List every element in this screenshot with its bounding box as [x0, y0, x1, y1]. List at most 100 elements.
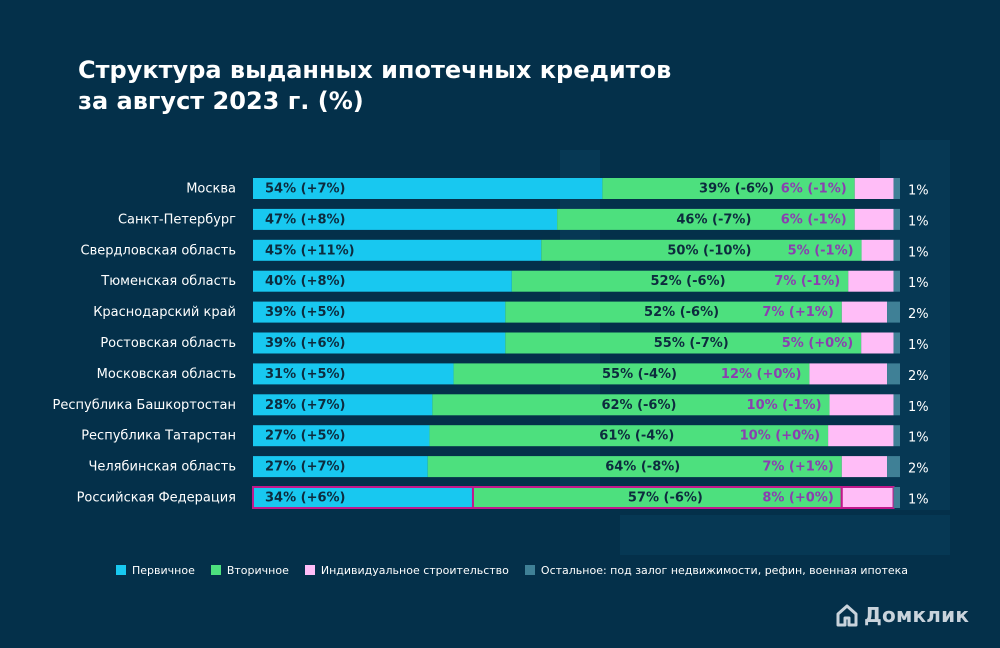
bar-segment-other — [887, 363, 900, 385]
house-icon — [836, 604, 858, 627]
bar-segment-secondary — [453, 363, 810, 385]
bar-segment-primary — [253, 208, 558, 230]
category-label: Российская Федерация — [77, 491, 236, 506]
legend-swatch — [210, 565, 221, 575]
bar-segment-other — [887, 456, 900, 478]
data-label-primary: 40% (+8%) — [265, 274, 346, 289]
data-label-secondary: 46% (-7%) — [676, 212, 751, 227]
legend-label: Первичное — [132, 563, 195, 577]
bar-segment-primary — [253, 363, 454, 385]
bar-segment-individual — [841, 456, 888, 478]
bar-segment-individual — [861, 332, 894, 354]
bar-segment-other — [893, 208, 900, 230]
bar-segment-individual — [854, 208, 894, 230]
bar-segment-primary — [253, 178, 603, 199]
data-label-primary: 47% (+8%) — [265, 212, 346, 227]
category-label: Ростовская область — [100, 336, 236, 351]
category-label: Московская область — [97, 367, 236, 382]
data-label-other: 1% — [908, 214, 929, 229]
title-line-1: Структура выданных ипотечных кредитов — [78, 56, 672, 84]
category-label: Тюменская область — [100, 274, 236, 289]
data-label-secondary: 55% (-7%) — [654, 336, 729, 351]
title-line-2: за август 2023 г. (%) — [78, 87, 364, 115]
bar-segment-other — [893, 178, 900, 199]
bar-segment-primary — [253, 425, 430, 447]
legend-item-secondary: Вторичное — [210, 563, 289, 577]
data-label-individual: 5% (-1%) — [788, 243, 854, 258]
bar-segment-secondary — [511, 270, 849, 292]
data-label-primary: 45% (+11%) — [265, 243, 355, 258]
bar-segment-other — [893, 332, 900, 354]
legend-label: Вторичное — [226, 563, 289, 577]
data-label-primary: 34% (+6%) — [265, 491, 346, 506]
data-label-other: 2% — [908, 462, 929, 477]
data-label-primary: 27% (+5%) — [265, 429, 346, 444]
legend-label: Индивидуальное строительство — [320, 563, 509, 577]
data-label-other: 1% — [908, 338, 929, 353]
data-label-secondary: 61% (-4%) — [599, 429, 674, 444]
bar-segment-secondary — [432, 394, 830, 416]
decor-block — [620, 515, 950, 555]
category-label: Свердловская область — [81, 243, 236, 258]
legend-swatch — [116, 565, 126, 575]
data-label-other: 2% — [908, 307, 929, 322]
data-label-secondary: 57% (-6%) — [628, 491, 703, 506]
bar-segment-individual — [841, 301, 888, 323]
data-label-individual: 8% (+0%) — [762, 491, 833, 506]
data-label-other: 1% — [908, 493, 929, 508]
data-label-individual: 7% (-1%) — [774, 274, 840, 289]
bar-segment-primary — [253, 270, 512, 292]
decor-column — [880, 140, 950, 510]
data-label-individual: 7% (+1%) — [762, 460, 833, 475]
category-label: Санкт-Петербург — [118, 212, 236, 227]
data-label-individual: 6% (-1%) — [781, 182, 847, 197]
bar-segment-other — [887, 301, 900, 323]
bar-segment-other — [893, 239, 900, 261]
data-label-primary: 27% (+7%) — [265, 460, 346, 475]
data-label-secondary: 52% (-6%) — [651, 274, 726, 289]
data-label-secondary: 64% (-8%) — [605, 460, 680, 475]
bar-segment-secondary — [505, 301, 842, 323]
bar-segment-other — [893, 487, 900, 508]
data-label-primary: 31% (+5%) — [265, 367, 346, 382]
legend-item-individual: Индивидуальное строительство — [304, 563, 509, 577]
bar-segment-individual — [840, 486, 895, 509]
bar-segment-primary — [253, 301, 506, 323]
data-label-secondary: 39% (-6%) — [699, 182, 774, 197]
bar-segment-secondary — [602, 178, 855, 199]
data-label-other: 1% — [908, 184, 929, 199]
bar-segment-other — [893, 270, 900, 292]
legend-swatch — [524, 565, 535, 575]
data-label-secondary: 50% (-10%) — [667, 243, 751, 258]
bar-segment-secondary — [427, 456, 842, 478]
legend: Первичное Вторичное Индивидуальное строи… — [116, 563, 924, 577]
legend-swatch — [304, 565, 315, 575]
bar-segment-primary — [253, 332, 506, 354]
bar-segment-other — [893, 425, 900, 447]
legend-item-other: Остальное: под залог недвижимости, рефин… — [524, 564, 908, 577]
data-label-other: 1% — [908, 276, 929, 291]
chart-title: Структура выданных ипотечных кредитов за… — [78, 55, 778, 117]
data-label-primary: 28% (+7%) — [265, 398, 346, 413]
data-label-secondary: 52% (-6%) — [644, 305, 719, 320]
data-label-secondary: 62% (-6%) — [601, 398, 676, 413]
bar-segment-individual — [854, 178, 894, 199]
category-label: Москва — [186, 182, 236, 197]
bar-segment-individual — [809, 363, 888, 385]
bar-segment-secondary — [429, 425, 829, 447]
bar-segment-secondary — [557, 208, 855, 230]
bar-segment-primary — [253, 239, 542, 261]
data-label-other: 1% — [908, 431, 929, 446]
data-label-individual: 5% (+0%) — [782, 336, 853, 351]
category-label: Краснодарский край — [93, 305, 236, 320]
bar-segment-individual — [829, 394, 894, 416]
legend-item-primary: Первичное — [116, 564, 195, 577]
brand-name: Домклик — [864, 603, 970, 627]
category-label: Челябинская область — [88, 460, 236, 475]
bar-segment-primary — [253, 394, 433, 416]
bar-segment-secondary — [541, 239, 862, 261]
data-label-individual: 7% (+1%) — [762, 305, 833, 320]
bar-segment-secondary — [505, 332, 862, 354]
data-label-other: 1% — [908, 400, 929, 415]
